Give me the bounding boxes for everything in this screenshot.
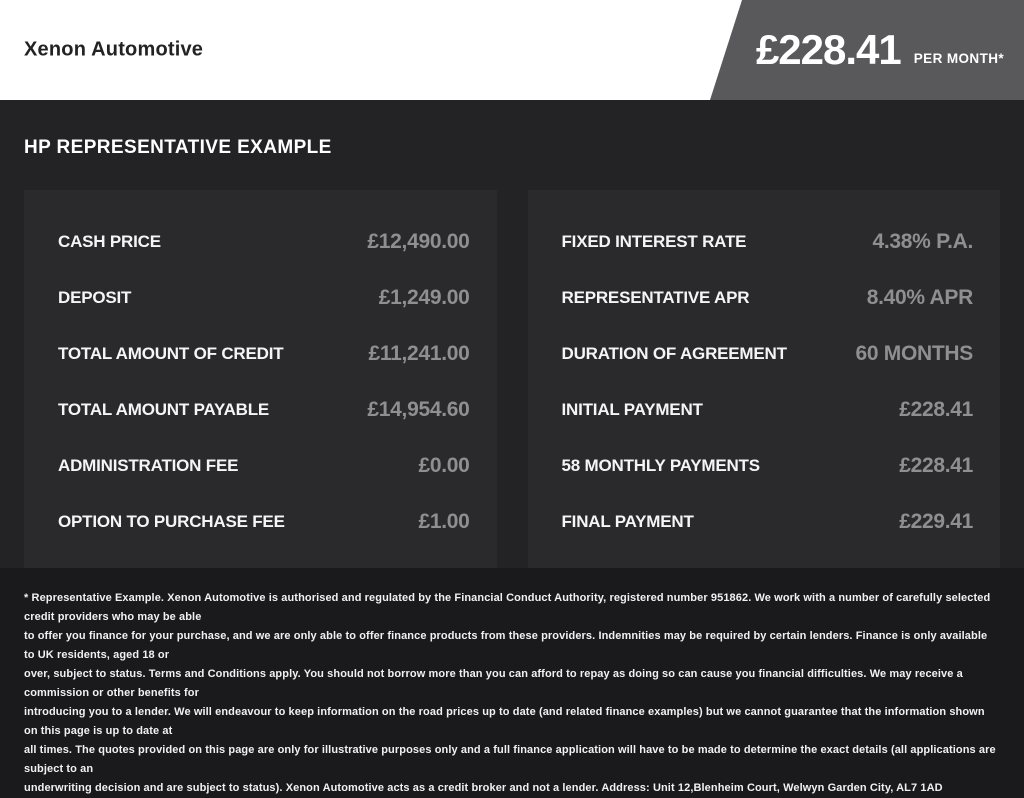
finance-row-label: DEPOSIT (58, 288, 132, 307)
monthly-price-period: PER MONTH* (913, 50, 1005, 66)
finance-row-label: CASH PRICE (58, 232, 161, 251)
finance-row: FIXED INTEREST RATE 4.38% P.A. (562, 214, 974, 270)
brand-title: Xenon Automotive (24, 38, 204, 61)
finance-panels: CASH PRICE £12,490.00 DEPOSIT £1,249.00 … (24, 190, 1000, 568)
finance-row-value: £228.41 (899, 398, 973, 421)
section-heading: HP REPRESENTATIVE EXAMPLE (24, 137, 332, 158)
finance-row-value: £1.00 (418, 510, 470, 533)
finance-row-label: 58 MONTHLY PAYMENTS (561, 456, 761, 475)
finance-row: 58 MONTHLY PAYMENTS £228.41 (562, 438, 974, 494)
finance-row-label: DURATION OF AGREEMENT (561, 344, 787, 363)
finance-panel-left: CASH PRICE £12,490.00 DEPOSIT £1,249.00 … (24, 190, 497, 568)
header: Xenon Automotive £228.41 PER MONTH* (0, 0, 1024, 100)
finance-row-value: 4.38% P.A. (872, 230, 973, 253)
finance-row-label: OPTION TO PURCHASE FEE (58, 512, 285, 531)
finance-row-label: ADMINISTRATION FEE (58, 456, 239, 475)
finance-row: CASH PRICE £12,490.00 (58, 214, 470, 270)
finance-row-label: TOTAL AMOUNT PAYABLE (58, 400, 270, 419)
finance-row-label: TOTAL AMOUNT OF CREDIT (58, 344, 284, 363)
monthly-price-amount: £228.41 (755, 26, 902, 73)
monthly-price-badge: £228.41 PER MONTH* (710, 0, 1024, 100)
finance-row: OPTION TO PURCHASE FEE £1.00 (58, 494, 470, 550)
finance-row-label: FINAL PAYMENT (561, 512, 694, 531)
finance-row-value: £0.00 (418, 454, 470, 477)
finance-row: TOTAL AMOUNT PAYABLE £14,954.60 (58, 382, 470, 438)
finance-row-label: INITIAL PAYMENT (561, 400, 703, 419)
finance-row-value: £14,954.60 (367, 398, 470, 421)
finance-row: FINAL PAYMENT £229.41 (562, 494, 974, 550)
finance-row: ADMINISTRATION FEE £0.00 (58, 438, 470, 494)
finance-row: DEPOSIT £1,249.00 (58, 270, 470, 326)
finance-row: DURATION OF AGREEMENT 60 MONTHS (562, 326, 974, 382)
footer: * Representative Example. Xenon Automoti… (0, 568, 1024, 798)
finance-row: INITIAL PAYMENT £228.41 (562, 382, 974, 438)
main-section: HP REPRESENTATIVE EXAMPLE CASH PRICE £12… (0, 100, 1024, 568)
disclaimer-text: * Representative Example. Xenon Automoti… (24, 592, 996, 794)
finance-row: REPRESENTATIVE APR 8.40% APR (562, 270, 974, 326)
finance-row-value: £1,249.00 (378, 286, 470, 309)
finance-row-value: 60 MONTHS (855, 342, 974, 365)
finance-row-value: 8.40% APR (866, 286, 974, 309)
finance-row: TOTAL AMOUNT OF CREDIT £11,241.00 (58, 326, 470, 382)
finance-row-value: £228.41 (899, 454, 973, 477)
finance-row-value: £229.41 (899, 510, 973, 533)
finance-row-value: £11,241.00 (368, 342, 470, 365)
finance-row-value: £12,490.00 (367, 230, 470, 253)
finance-panel-right: FIXED INTEREST RATE 4.38% P.A. REPRESENT… (527, 190, 1000, 568)
finance-row-label: REPRESENTATIVE APR (561, 288, 750, 307)
finance-row-label: FIXED INTEREST RATE (561, 232, 747, 251)
